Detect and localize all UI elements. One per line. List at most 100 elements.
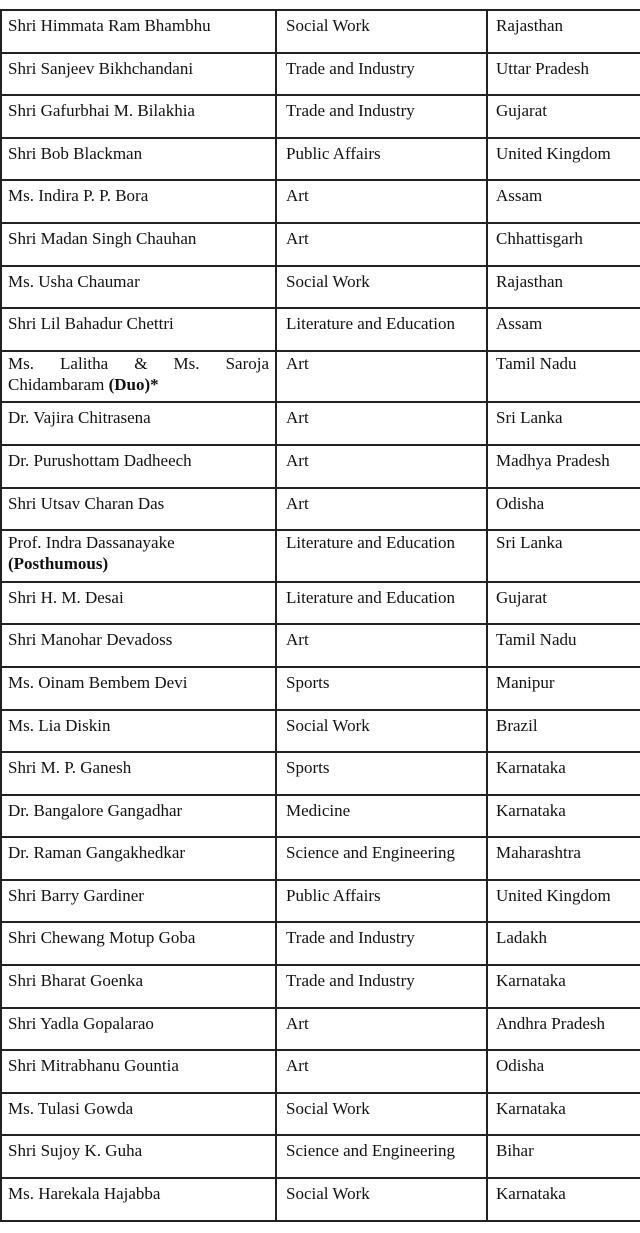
state-country-cell: United Kingdom <box>486 878 640 924</box>
awardees-table: Shri Himmata Ram Bhambhu Social Work Rajas… <box>0 9 640 1222</box>
awardee-name-cell: Dr. Vajira Chitrasena <box>0 401 277 446</box>
awardee-name-cell: Shri Bob Blackman <box>0 136 277 182</box>
awardee-name: Shri Barry Gardiner <box>8 885 144 905</box>
awardee-name-cell: Dr. Purushottam Dadheech <box>0 443 277 489</box>
table-row: Dr. Purushottam Dadheech Art Madhya Prades… <box>0 443 640 489</box>
awardee-name: Ms. Harekala Hajabba <box>8 1184 161 1204</box>
table-row: Shri M. P. Ganesh Sports Karnataka <box>0 751 640 796</box>
table-row: Ms. Tulasi Gowda Social Work Karnataka <box>0 1091 640 1137</box>
table-row: Shri Barry Gardiner Public Affairs United … <box>0 878 640 924</box>
awardee-name: Shri Sanjeev Bikhchandani <box>8 58 194 78</box>
table-row: Ms. Oinam Bembem Devi Sports Manipur <box>0 665 640 711</box>
field-cell: Art <box>275 623 488 668</box>
field-cell: Social Work <box>275 1177 488 1222</box>
table-row: Ms. Usha Chaumar Social Work Rajasthan <box>0 264 640 310</box>
awardee-name: Ms. Lia Diskin <box>8 715 111 735</box>
table-row: Ms. Indira P. P. Bora Art Assam <box>0 179 640 224</box>
awardee-name: Ms. Usha Chaumar <box>8 271 140 291</box>
awardee-note: (Posthumous) <box>8 554 109 574</box>
state-country-cell: Odisha <box>486 486 640 532</box>
table-row: Ms. Harekala Hajabba Social Work Karnataka <box>0 1177 640 1222</box>
state-country-cell: Uttar Pradesh <box>486 51 640 97</box>
field-cell: Art <box>275 179 488 224</box>
awardee-name-cell: Ms. Indira P. P. Bora <box>0 179 277 224</box>
table-row: Prof. Indra Dassanayake (Posthumous) Lite… <box>0 529 640 583</box>
state-country-cell: Karnataka <box>486 964 640 1009</box>
awardee-name-cell: Ms. Usha Chaumar <box>0 264 277 310</box>
table-row: Shri Mitrabhanu Gountia Art Odisha <box>0 1049 640 1094</box>
table-row: Dr. Vajira Chitrasena Art Sri Lanka <box>0 401 640 446</box>
awardee-name-cell: Shri Gafurbhai M. Bilakhia <box>0 94 277 139</box>
state-country-cell: Assam <box>486 179 640 224</box>
field-cell: Science and Engineering <box>275 836 488 881</box>
state-country-cell: Ladakh <box>486 921 640 967</box>
table-row: Shri Sanjeev Bikhchandani Trade and Indus… <box>0 51 640 97</box>
field-cell: Art <box>275 1049 488 1094</box>
awardee-name: Dr. Vajira Chitrasena <box>8 408 151 428</box>
table-row: Shri Manohar Devadoss Art Tamil Nadu <box>0 623 640 668</box>
awardee-name: Ms. Lalitha & Ms. Saroja Chidambaram <box>8 353 269 394</box>
table-row: Shri Utsav Charan Das Art Odisha <box>0 486 640 532</box>
awardee-name-cell: Shri Chewang Motup Goba <box>0 921 277 967</box>
awardee-name-cell: Shri Himmata Ram Bhambhu <box>0 9 277 54</box>
awardee-name-cell: Ms. Tulasi Gowda <box>0 1091 277 1137</box>
awardee-name: Shri Chewang Motup Goba <box>8 928 196 948</box>
field-cell: Social Work <box>275 9 488 54</box>
awardee-name: Shri Mitrabhanu Gountia <box>8 1056 179 1076</box>
table-row: Shri Yadla Gopalarao Art Andhra Pradesh <box>0 1006 640 1052</box>
awardee-name: Shri M. P. Ganesh <box>8 758 132 778</box>
awardee-name: Shri Bob Blackman <box>8 143 143 163</box>
state-country-cell: Sri Lanka <box>486 401 640 446</box>
state-country-cell: United Kingdom <box>486 136 640 182</box>
field-cell: Literature and Education <box>275 580 488 626</box>
state-country-cell: Gujarat <box>486 94 640 139</box>
awardee-name: Shri H. M. Desai <box>8 587 124 607</box>
awardee-name: Ms. Tulasi Gowda <box>8 1098 134 1118</box>
field-cell: Social Work <box>275 708 488 754</box>
state-country-cell: Tamil Nadu <box>486 623 640 668</box>
awardee-name-cell: Dr. Raman Gangakhedkar <box>0 836 277 881</box>
awardee-name-cell: Shri Madan Singh Chauhan <box>0 221 277 267</box>
awardee-name: Shri Lil Bahadur Chettri <box>8 314 174 334</box>
awardee-name-cell: Shri Lil Bahadur Chettri <box>0 307 277 352</box>
table-row: Ms. Lalitha & Ms. Saroja Chidambaram (Du… <box>0 349 640 404</box>
awardee-name: Shri Sujoy K. Guha <box>8 1141 143 1161</box>
awardee-name: Shri Bharat Goenka <box>8 971 144 991</box>
state-country-cell: Maharashtra <box>486 836 640 881</box>
awardee-name: Dr. Raman Gangakhedkar <box>8 843 186 863</box>
state-country-cell: Karnataka <box>486 793 640 839</box>
state-country-cell: Brazil <box>486 708 640 754</box>
state-country-cell: Assam <box>486 307 640 352</box>
state-country-cell: Rajasthan <box>486 264 640 310</box>
state-country-cell: Madhya Pradesh <box>486 443 640 489</box>
field-cell: Medicine <box>275 793 488 839</box>
state-country-cell: Sri Lanka <box>486 529 640 583</box>
awardee-name: Ms. Indira P. P. Bora <box>8 186 149 206</box>
awardee-name: Shri Madan Singh Chauhan <box>8 228 197 248</box>
state-country-cell: Chhattisgarh <box>486 221 640 267</box>
state-country-cell: Karnataka <box>486 1177 640 1222</box>
field-cell: Literature and Education <box>275 307 488 352</box>
state-country-cell: Manipur <box>486 665 640 711</box>
field-cell: Public Affairs <box>275 136 488 182</box>
state-country-cell: Odisha <box>486 1049 640 1094</box>
table-row: Shri Chewang Motup Goba Trade and Industr… <box>0 921 640 967</box>
awardee-name-cell: Shri Sanjeev Bikhchandani <box>0 51 277 97</box>
awardee-name: Dr. Bangalore Gangadhar <box>8 800 183 820</box>
table-body: Shri Himmata Ram Bhambhu Social Work Rajas… <box>0 9 640 1222</box>
awardee-name-cell: Shri Barry Gardiner <box>0 878 277 924</box>
table-row: Shri Gafurbhai M. Bilakhia Trade and Indu… <box>0 94 640 139</box>
field-cell: Sports <box>275 751 488 796</box>
awardee-name-cell: Shri Mitrabhanu Gountia <box>0 1049 277 1094</box>
state-country-cell: Bihar <box>486 1134 640 1180</box>
table-row: Shri H. M. Desai Literature and Education… <box>0 580 640 626</box>
state-country-cell: Rajasthan <box>486 9 640 54</box>
table-row: Shri Himmata Ram Bhambhu Social Work Rajas… <box>0 9 640 54</box>
state-country-cell: Gujarat <box>486 580 640 626</box>
field-cell: Art <box>275 443 488 489</box>
field-cell: Public Affairs <box>275 878 488 924</box>
field-cell: Art <box>275 1006 488 1052</box>
field-cell: Art <box>275 221 488 267</box>
awardee-name-cell: Shri Utsav Charan Das <box>0 486 277 532</box>
awardee-name-cell: Shri Sujoy K. Guha <box>0 1134 277 1180</box>
